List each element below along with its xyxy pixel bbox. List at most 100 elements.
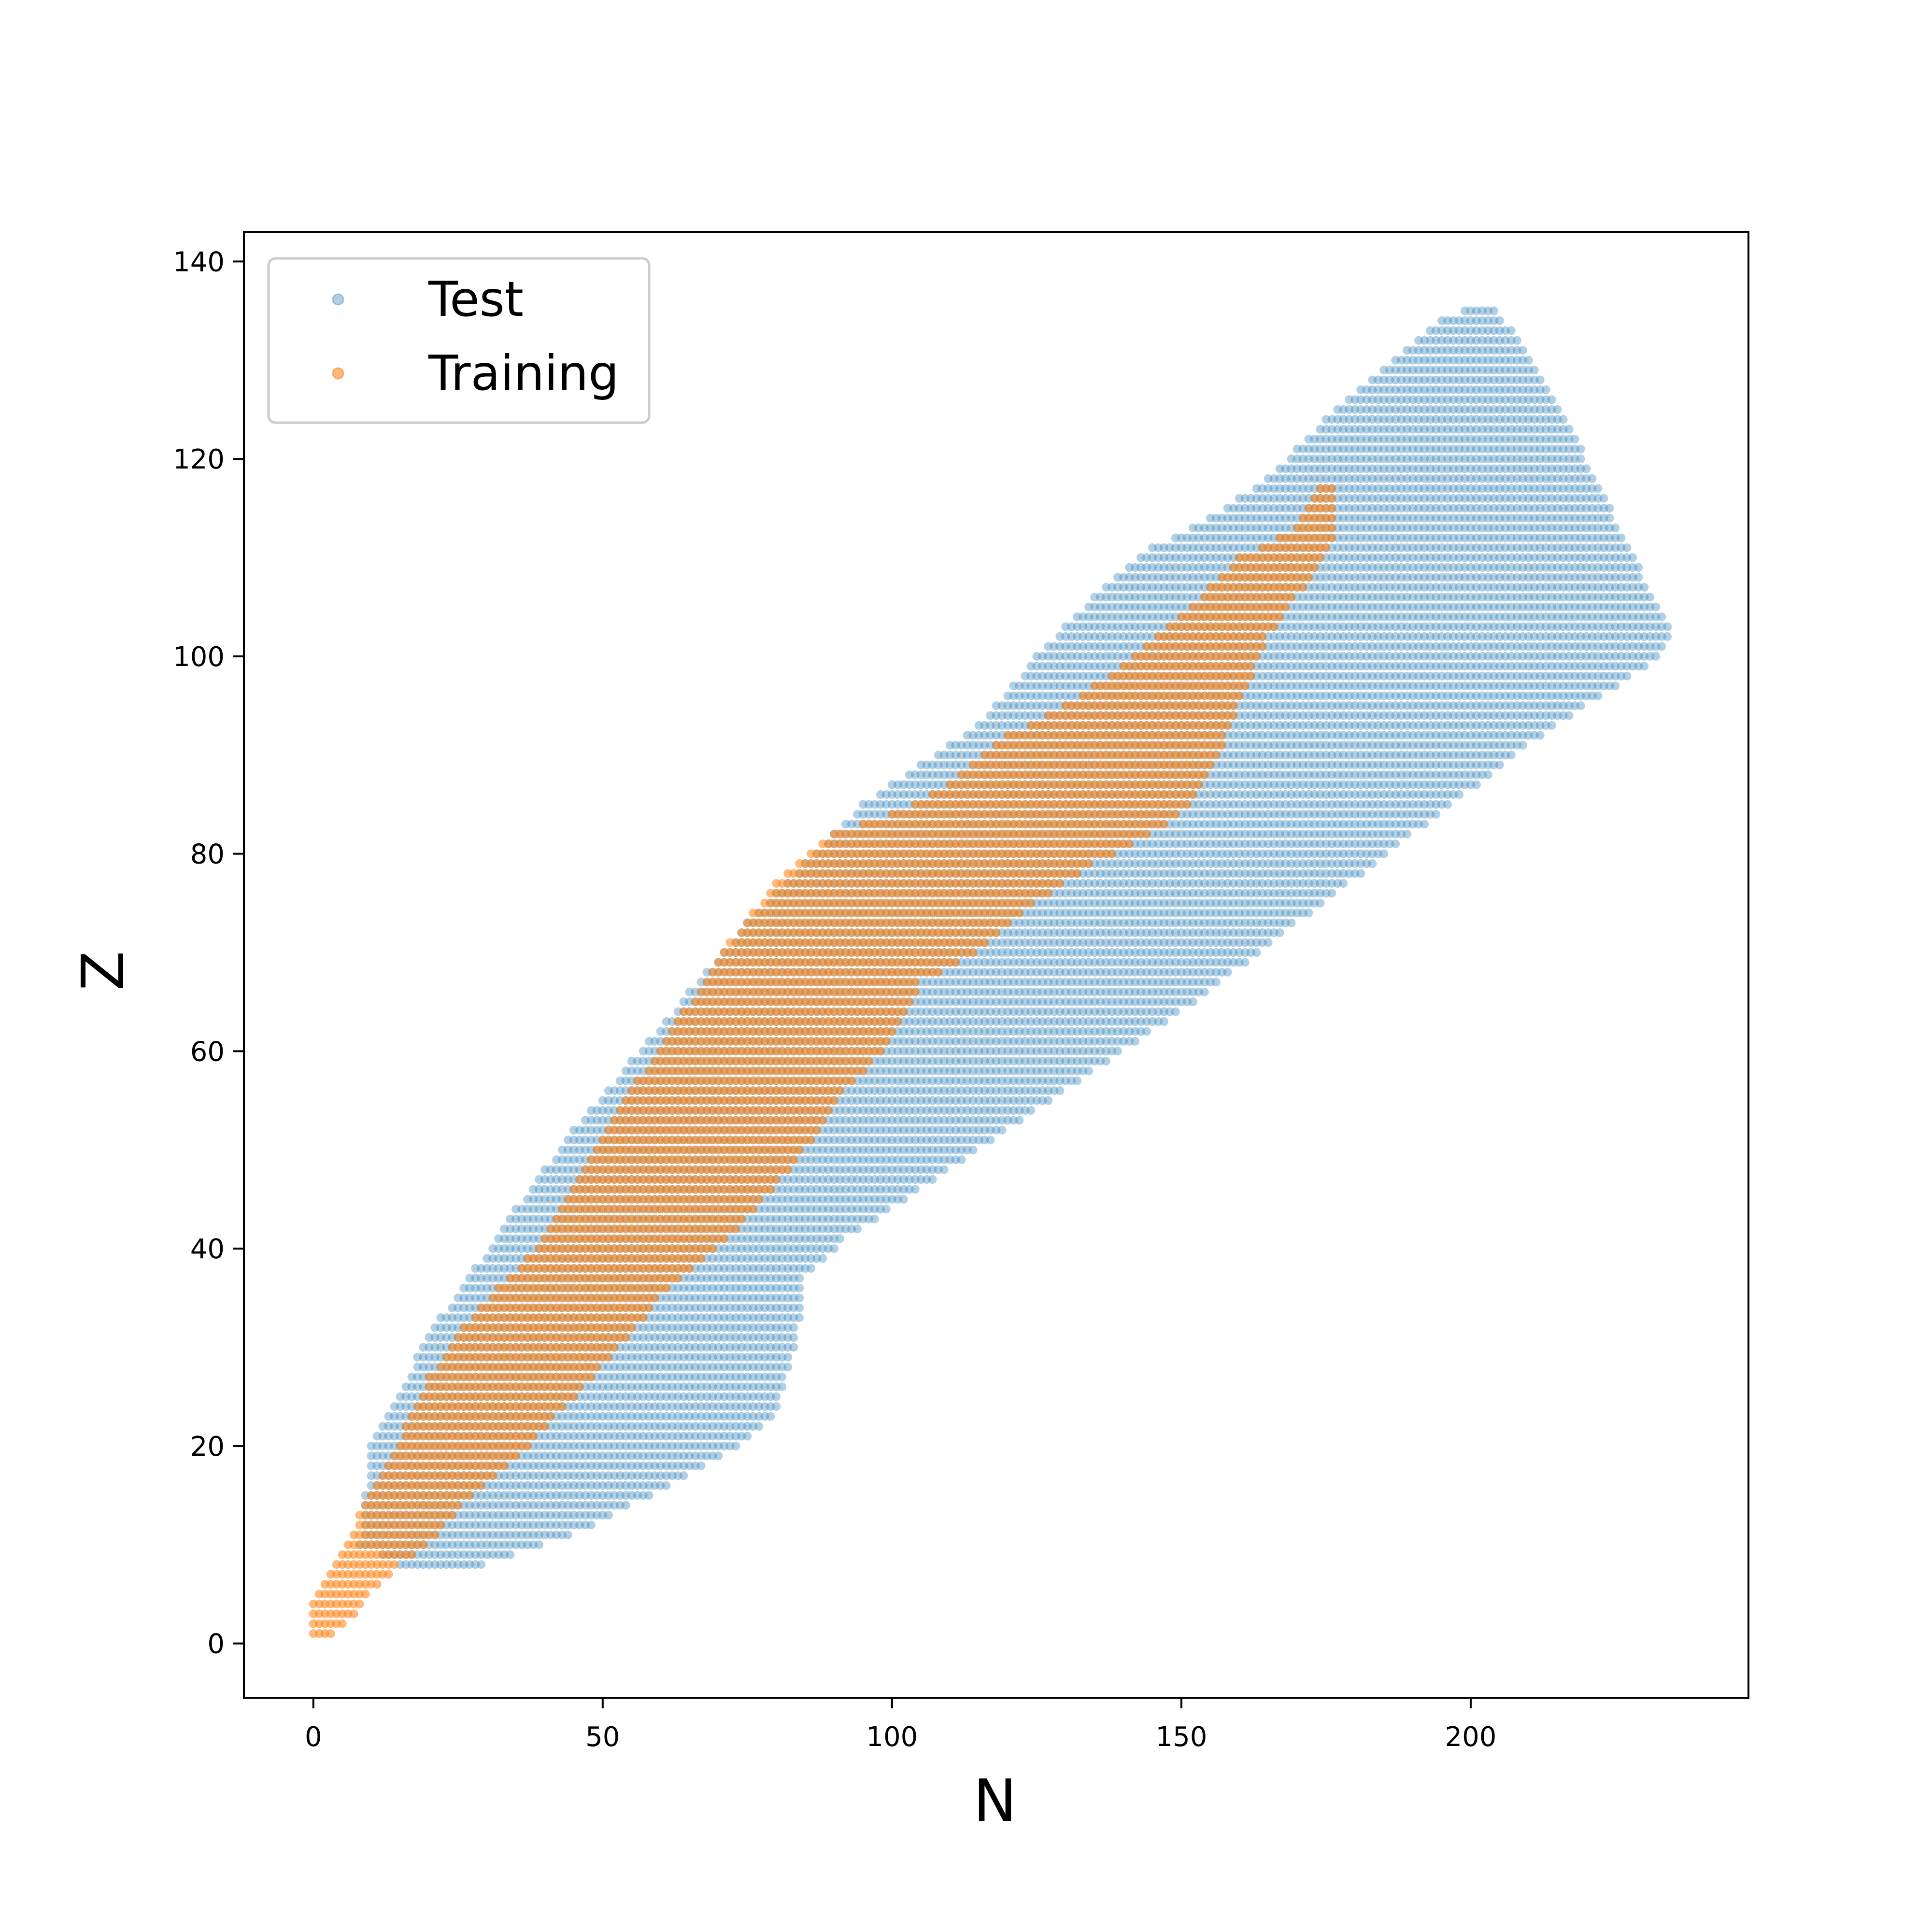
data-point [459, 1540, 469, 1549]
data-point [650, 1471, 659, 1480]
data-point [881, 1205, 891, 1214]
data-point [483, 1510, 492, 1520]
data-point [1131, 1037, 1139, 1046]
data-point [633, 1491, 642, 1500]
data-point [483, 1530, 492, 1539]
data-point [557, 1520, 567, 1530]
data-point [557, 1451, 567, 1461]
data-point [853, 1224, 862, 1234]
data-point [581, 1471, 590, 1480]
data-point [465, 1501, 474, 1510]
data-point [575, 1451, 584, 1461]
data-point [535, 1540, 543, 1549]
data-point [552, 1451, 561, 1461]
data-point [506, 1471, 515, 1480]
data-point [557, 1530, 567, 1539]
data-point [517, 1501, 526, 1510]
data-point [668, 1451, 677, 1461]
data-point [731, 1441, 740, 1450]
data-point [650, 1481, 659, 1490]
data-point [511, 1501, 521, 1510]
data-point [598, 1471, 607, 1480]
data-point [598, 1510, 607, 1520]
data-point [367, 1451, 376, 1461]
data-point [789, 1333, 798, 1342]
data-point [511, 1530, 521, 1539]
data-point [586, 1501, 596, 1510]
data-point [552, 1481, 561, 1490]
data-point [644, 1491, 653, 1500]
data-point [685, 1461, 694, 1470]
data-point [442, 1550, 451, 1559]
data-point [1327, 889, 1336, 898]
data-point [569, 1491, 578, 1500]
data-point [575, 1501, 584, 1510]
data-point [1044, 1096, 1053, 1105]
data-point [546, 1530, 555, 1539]
data-point [598, 1491, 607, 1500]
data-point [523, 1540, 532, 1549]
data-point [644, 1461, 653, 1470]
data-point [604, 1491, 613, 1500]
data-point [459, 1550, 469, 1559]
data-point [1188, 997, 1197, 1007]
data-point [546, 1491, 555, 1500]
data-point [968, 1145, 978, 1154]
data-point [563, 1510, 572, 1520]
data-point [656, 1481, 665, 1490]
data-point [581, 1461, 590, 1470]
data-point [506, 1520, 515, 1530]
data-point [401, 1560, 411, 1569]
data-point [483, 1501, 492, 1510]
data-point [563, 1520, 572, 1530]
data-point [511, 1471, 521, 1480]
data-point [615, 1481, 625, 1490]
data-point [1223, 967, 1232, 977]
data-point [413, 1560, 422, 1569]
data-point [569, 1501, 578, 1510]
data-point [899, 1194, 908, 1204]
data-point [523, 1520, 532, 1530]
data-point [615, 1471, 625, 1480]
data-point [454, 1520, 463, 1530]
data-point [511, 1481, 521, 1490]
data-point [430, 1540, 440, 1549]
data-point [494, 1510, 503, 1520]
data-point [557, 1501, 567, 1510]
data-point [789, 1343, 798, 1352]
data-point [535, 1471, 543, 1480]
data-point [459, 1560, 469, 1569]
data-point [517, 1461, 526, 1470]
data-point [454, 1540, 463, 1549]
data-point [477, 1510, 486, 1520]
data-point [598, 1451, 607, 1461]
data-point [459, 1530, 469, 1539]
data-point [563, 1451, 572, 1461]
data-point [546, 1451, 555, 1461]
data-point [517, 1471, 526, 1480]
data-point [586, 1461, 596, 1470]
data-point [633, 1481, 642, 1490]
data-point [454, 1530, 463, 1539]
data-point [986, 1136, 995, 1145]
plot-area [309, 306, 1672, 1638]
data-point [448, 1530, 457, 1539]
data-point [604, 1481, 613, 1490]
data-point [928, 1175, 937, 1184]
data-point [575, 1461, 584, 1470]
data-point [419, 1560, 428, 1569]
data-point [1211, 978, 1221, 987]
data-point [795, 1283, 804, 1293]
data-point [668, 1471, 677, 1480]
data-point [540, 1501, 549, 1510]
data-point [586, 1491, 596, 1500]
data-point [529, 1530, 538, 1539]
data-point [569, 1471, 578, 1480]
data-point [552, 1510, 561, 1520]
data-point [679, 1461, 688, 1470]
data-point [448, 1560, 457, 1569]
data-point [557, 1461, 567, 1470]
data-point [581, 1510, 590, 1520]
data-point [465, 1520, 474, 1530]
